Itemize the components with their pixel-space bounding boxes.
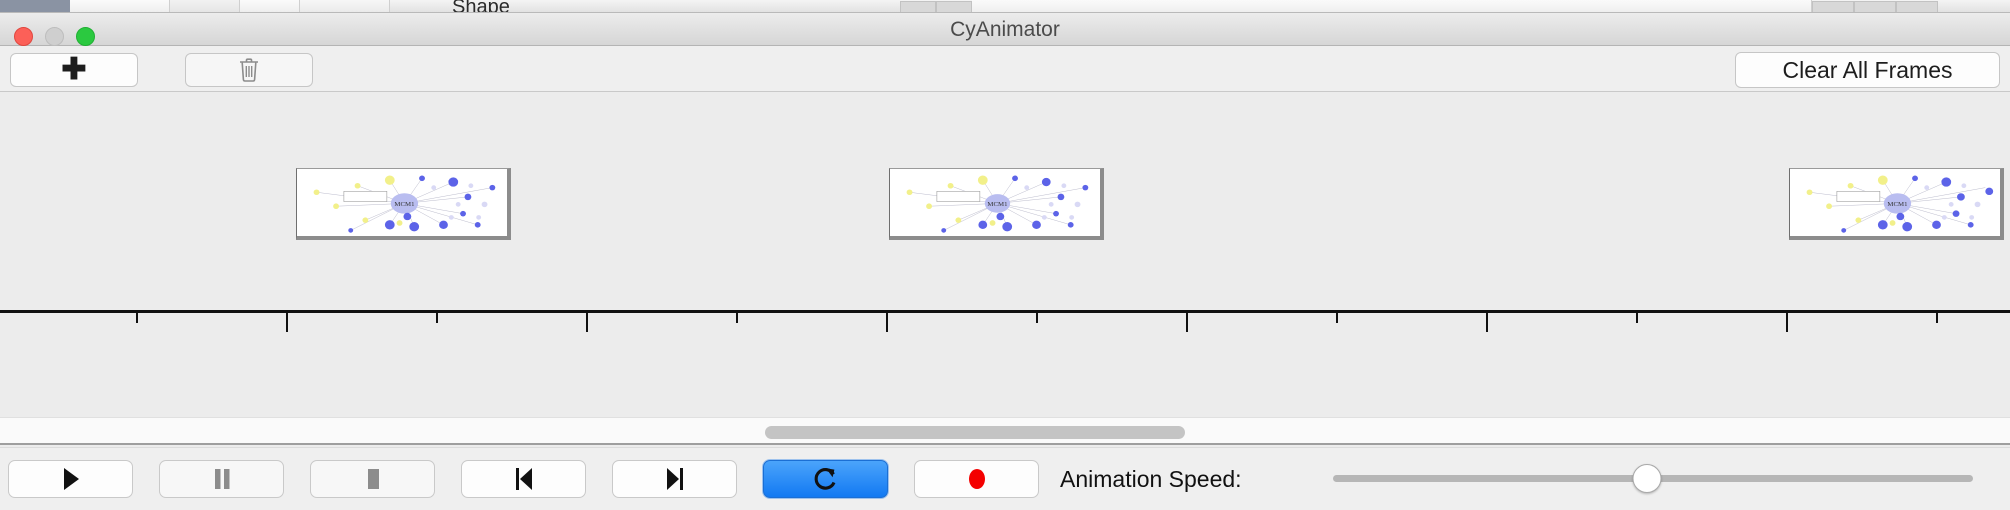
play-icon bbox=[63, 468, 79, 490]
loop-icon bbox=[814, 468, 835, 490]
axis-tick-label: 17 bbox=[1474, 337, 1500, 342]
skip-forward-icon bbox=[666, 468, 683, 490]
background-window-strip: Shape bbox=[0, 0, 2010, 13]
timeline-scrollbar-thumb[interactable] bbox=[765, 426, 1185, 439]
axis-tick-label: 14 bbox=[574, 337, 600, 342]
timeline-panel[interactable]: MCM1 bbox=[0, 92, 2010, 342]
background-window-label: Shape bbox=[452, 0, 510, 13]
axis-tick-label: 13 bbox=[274, 337, 300, 342]
axis-tick-minor bbox=[136, 313, 138, 323]
background-box bbox=[1896, 1, 1938, 12]
loop-button[interactable] bbox=[763, 460, 888, 498]
axis-tick-major bbox=[1786, 313, 1788, 332]
toolbar: ✚ Clear All Frames bbox=[0, 46, 2010, 92]
background-window-sidebar bbox=[0, 0, 70, 12]
axis-tick-minor bbox=[1036, 313, 1038, 323]
stop-icon bbox=[367, 469, 379, 489]
svg-text:MCM1: MCM1 bbox=[1887, 201, 1907, 208]
zoom-icon[interactable] bbox=[76, 27, 95, 46]
timeline-scrollbar[interactable] bbox=[0, 417, 2010, 445]
titlebar: CyAnimator bbox=[0, 13, 2010, 46]
slider-thumb[interactable] bbox=[1632, 464, 1662, 493]
pause-button[interactable] bbox=[159, 460, 284, 498]
axis-tick-label: 18 bbox=[1774, 337, 1800, 342]
background-segment bbox=[240, 0, 300, 12]
network-thumbnail-icon: MCM1 bbox=[313, 175, 496, 233]
axis-tick-label: 16 bbox=[1174, 337, 1200, 342]
background-segment bbox=[300, 0, 390, 12]
record-icon bbox=[968, 469, 985, 489]
background-segment bbox=[972, 0, 1812, 12]
close-icon[interactable] bbox=[14, 27, 33, 46]
animation-speed-slider[interactable] bbox=[1333, 464, 1973, 493]
axis-tick-major bbox=[586, 313, 588, 332]
animation-speed-label: Animation Speed: bbox=[1060, 466, 1242, 492]
axis-tick-minor bbox=[1936, 313, 1938, 323]
frame-thumbnail[interactable]: MCM1 bbox=[889, 168, 1104, 240]
playback-controls: Animation Speed: bbox=[0, 447, 2010, 510]
network-thumbnail-icon: MCM1 bbox=[906, 175, 1089, 233]
stop-button[interactable] bbox=[310, 460, 435, 498]
timeline-axis bbox=[0, 310, 2010, 313]
background-box bbox=[936, 1, 972, 12]
trash-icon bbox=[240, 58, 258, 82]
svg-text:MCM1: MCM1 bbox=[987, 201, 1007, 208]
minimize-icon[interactable] bbox=[45, 27, 64, 46]
frame-thumbnail[interactable]: MCM1 bbox=[296, 168, 511, 240]
play-button[interactable] bbox=[8, 460, 133, 498]
window-title: CyAnimator bbox=[950, 18, 1060, 41]
axis-tick-major bbox=[286, 313, 288, 332]
axis-tick-label: 2 bbox=[0, 337, 12, 342]
clear-all-frames-button[interactable]: Clear All Frames bbox=[1735, 52, 2000, 88]
axis-tick-minor bbox=[736, 313, 738, 323]
record-button[interactable] bbox=[914, 460, 1039, 498]
background-box bbox=[1854, 1, 1896, 12]
skip-back-icon bbox=[515, 468, 532, 490]
svg-text:MCM1: MCM1 bbox=[394, 201, 414, 208]
traffic-lights bbox=[14, 27, 95, 46]
background-box bbox=[1812, 1, 1854, 12]
add-frame-button[interactable]: ✚ bbox=[10, 53, 138, 87]
plus-icon: ✚ bbox=[61, 53, 87, 86]
network-thumbnail-icon: MCM1 bbox=[1806, 175, 1994, 233]
axis-tick-major bbox=[1486, 313, 1488, 332]
clear-all-frames-label: Clear All Frames bbox=[1782, 56, 1953, 83]
axis-tick-major bbox=[1186, 313, 1188, 332]
axis-tick-label: 15 bbox=[874, 337, 900, 342]
axis-tick-minor bbox=[1636, 313, 1638, 323]
background-segment bbox=[170, 0, 240, 12]
background-box bbox=[900, 1, 936, 12]
axis-tick-major bbox=[886, 313, 888, 332]
background-segment bbox=[70, 0, 170, 12]
frame-thumbnail[interactable]: MCM1 bbox=[1789, 168, 2004, 240]
skip-back-button[interactable] bbox=[461, 460, 586, 498]
axis-tick-minor bbox=[1336, 313, 1338, 323]
timeline-content: MCM1 bbox=[0, 92, 2010, 342]
pause-icon bbox=[214, 469, 229, 489]
delete-frame-button[interactable] bbox=[185, 53, 313, 87]
axis-tick-minor bbox=[436, 313, 438, 323]
skip-forward-button[interactable] bbox=[612, 460, 737, 498]
